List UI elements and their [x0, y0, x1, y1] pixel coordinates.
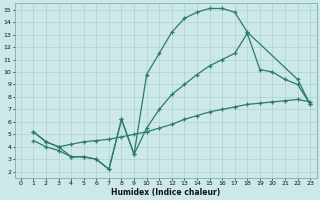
X-axis label: Humidex (Indice chaleur): Humidex (Indice chaleur): [111, 188, 220, 197]
